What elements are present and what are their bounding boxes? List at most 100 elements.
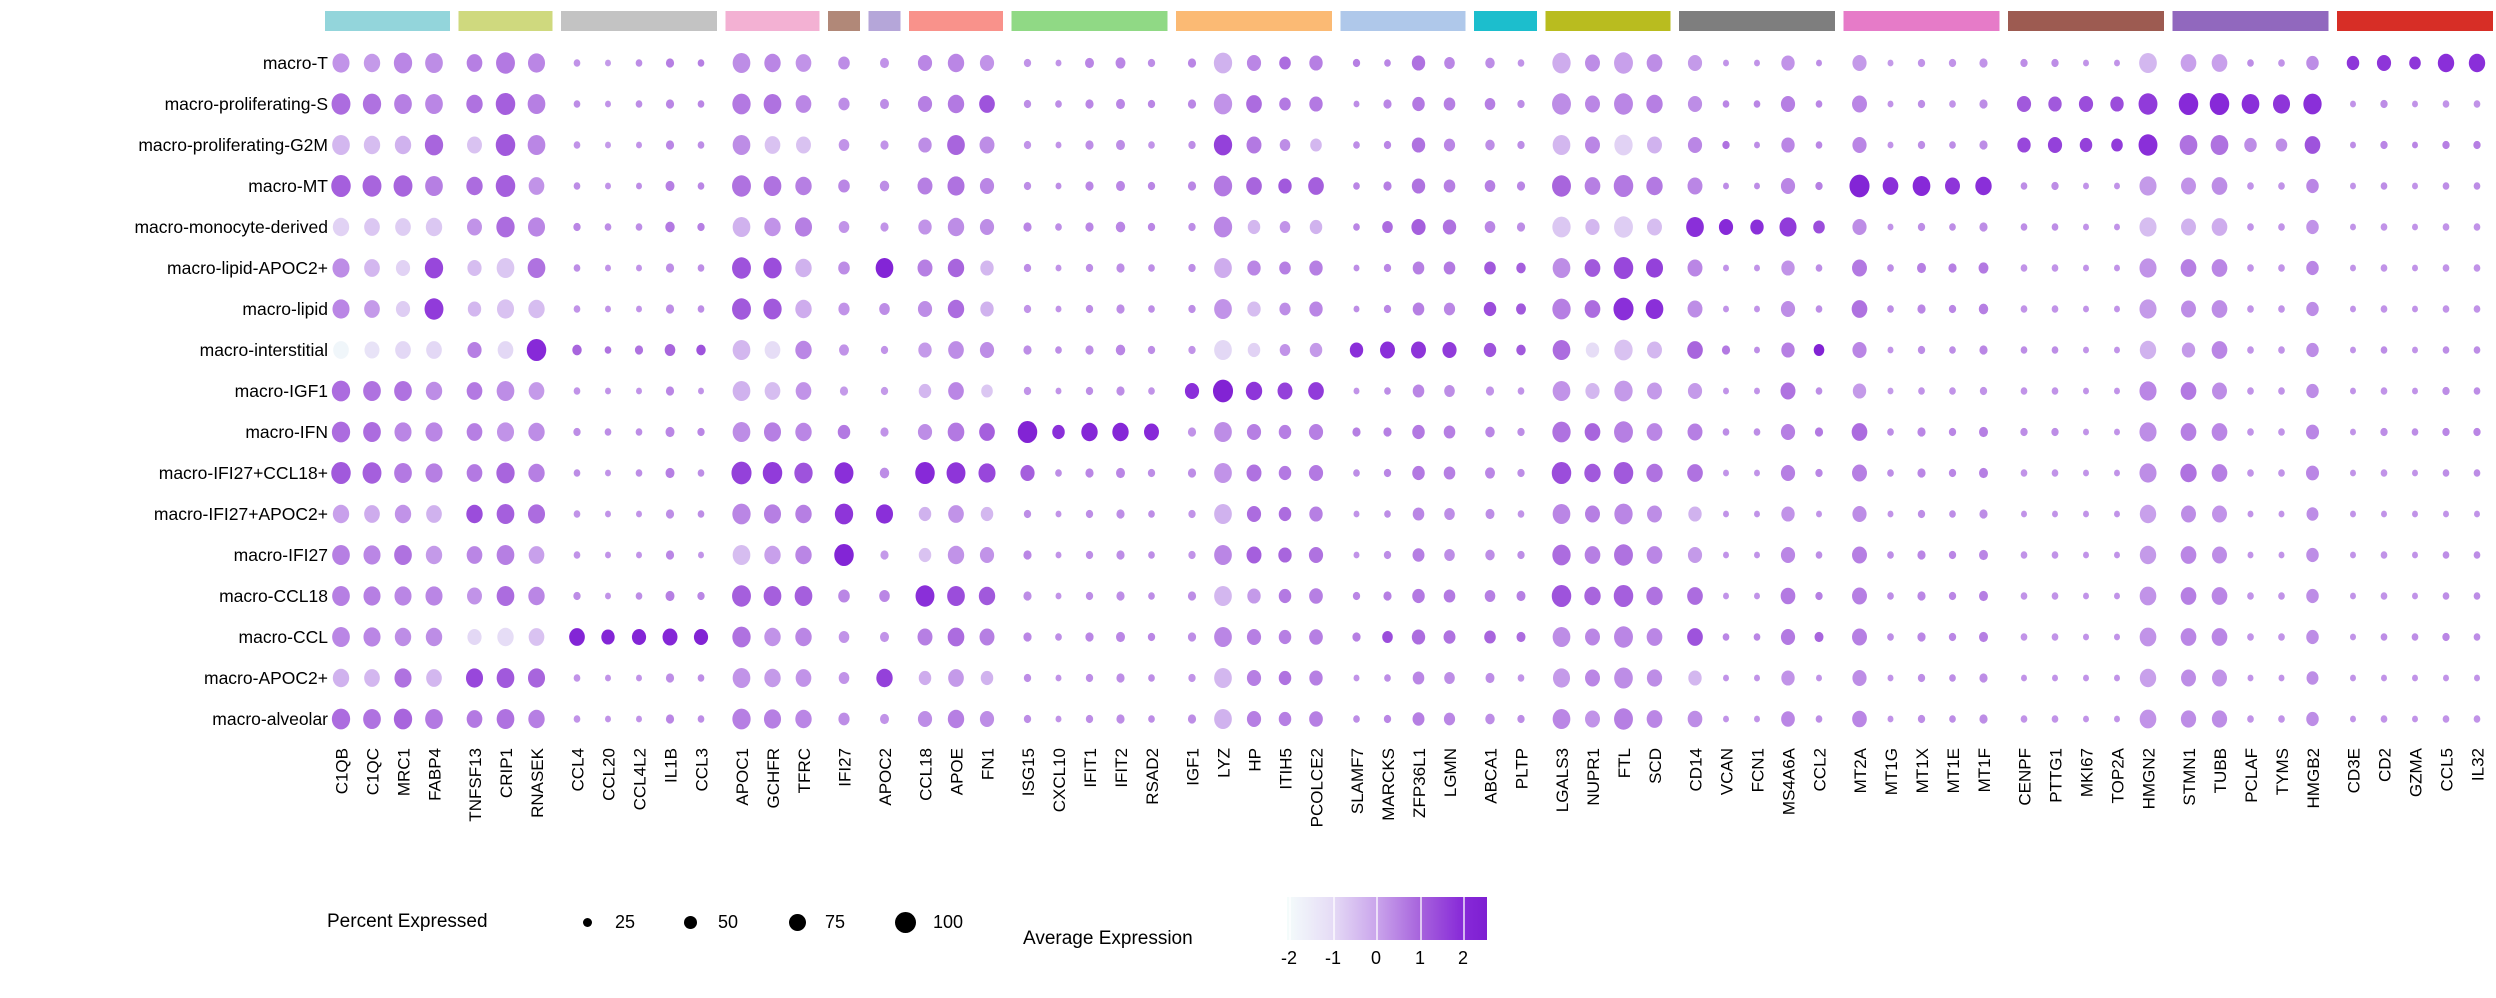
expression-dot bbox=[1646, 176, 1663, 196]
expression-dot bbox=[665, 386, 675, 396]
expression-dot bbox=[795, 299, 812, 319]
expression-dot bbox=[1781, 342, 1795, 358]
expression-dot bbox=[1485, 508, 1495, 520]
expression-dot bbox=[572, 344, 582, 356]
expression-dot bbox=[425, 175, 443, 197]
expression-dot bbox=[2468, 53, 2486, 73]
expression-dot bbox=[2350, 674, 2356, 682]
expression-dot bbox=[1055, 264, 1062, 272]
expression-dot bbox=[1085, 632, 1094, 642]
expression-dot bbox=[697, 305, 705, 313]
expression-dot bbox=[1887, 59, 1894, 67]
expression-dot bbox=[467, 218, 482, 236]
expression-dot bbox=[918, 137, 932, 153]
expression-dot bbox=[1085, 673, 1094, 683]
expression-dot bbox=[1383, 591, 1392, 601]
expression-dot bbox=[917, 423, 933, 441]
expression-dot bbox=[1353, 305, 1360, 313]
expression-dot bbox=[1085, 181, 1094, 191]
expression-dot bbox=[364, 505, 380, 523]
expression-dot bbox=[1187, 181, 1197, 191]
expression-dot bbox=[980, 506, 994, 522]
expression-dot bbox=[1723, 551, 1729, 559]
expression-dot bbox=[979, 710, 995, 728]
expression-dot bbox=[1585, 95, 1600, 113]
expression-dot bbox=[795, 422, 812, 442]
expression-dot bbox=[1780, 587, 1796, 605]
expression-dot bbox=[1382, 631, 1393, 643]
expression-dot bbox=[605, 305, 611, 313]
expression-dot bbox=[947, 585, 965, 607]
expression-dot bbox=[1887, 346, 1894, 354]
expression-dot bbox=[1781, 260, 1795, 276]
expression-dot bbox=[1687, 259, 1703, 277]
expression-dot bbox=[1213, 175, 1233, 197]
expression-dot bbox=[2016, 95, 2032, 113]
expression-dot bbox=[2211, 628, 2228, 646]
expression-dot bbox=[1780, 464, 1796, 482]
expression-dot bbox=[1055, 715, 1062, 723]
expression-dot bbox=[1949, 141, 1956, 149]
expression-dot bbox=[2180, 463, 2197, 483]
expression-dot bbox=[1781, 137, 1795, 153]
percent-expressed-title: Percent Expressed bbox=[327, 911, 488, 932]
expression-dot bbox=[2051, 223, 2059, 231]
expression-dot bbox=[394, 668, 412, 688]
average-expression-colorbar bbox=[1287, 897, 1487, 940]
expression-dot bbox=[980, 260, 994, 276]
expression-dot bbox=[2473, 427, 2481, 437]
expression-dot bbox=[1484, 221, 1496, 233]
expression-dot bbox=[2306, 219, 2319, 235]
expression-dot bbox=[2179, 134, 2198, 156]
expression-dot bbox=[2083, 305, 2089, 313]
expression-dot bbox=[1444, 385, 1455, 397]
expression-dot bbox=[1278, 506, 1292, 522]
expression-dot bbox=[1585, 669, 1600, 687]
expression-dot bbox=[947, 627, 965, 647]
expression-dot bbox=[1852, 136, 1867, 154]
expression-dot bbox=[1353, 551, 1360, 559]
expression-dot bbox=[1552, 175, 1571, 197]
expression-dot bbox=[1585, 54, 1600, 72]
expression-dot bbox=[979, 136, 995, 154]
expression-dot bbox=[1188, 550, 1196, 560]
gene-group-bar bbox=[828, 11, 860, 31]
expression-dot bbox=[2114, 223, 2120, 231]
expression-dot bbox=[2020, 223, 2028, 231]
expression-dot bbox=[1383, 427, 1392, 437]
expression-dot bbox=[2244, 137, 2257, 153]
expression-dot bbox=[2474, 674, 2480, 682]
expression-dot bbox=[426, 505, 442, 523]
expression-dot bbox=[1352, 591, 1361, 601]
expression-dot bbox=[1517, 387, 1525, 395]
expression-dot bbox=[1723, 182, 1729, 190]
expression-dot bbox=[948, 382, 964, 400]
expression-dot bbox=[331, 380, 351, 402]
expression-dot bbox=[634, 345, 644, 355]
expression-dot bbox=[1352, 632, 1361, 642]
expression-dot bbox=[795, 669, 812, 687]
expression-dot bbox=[2306, 547, 2319, 563]
gene-label: STMN1 bbox=[2180, 748, 2199, 806]
expression-dot bbox=[605, 551, 611, 559]
expression-dot bbox=[2473, 100, 2481, 108]
expression-dot bbox=[1584, 259, 1601, 277]
gene-label: RNASEK bbox=[528, 747, 547, 818]
expression-dot bbox=[467, 136, 482, 154]
expression-dot bbox=[605, 100, 611, 108]
gene-label: FTL bbox=[1615, 748, 1634, 778]
expression-dot bbox=[1148, 715, 1155, 723]
expression-dot bbox=[364, 669, 380, 687]
expression-dot bbox=[665, 673, 675, 683]
gene-label: MRC1 bbox=[395, 748, 414, 796]
expression-dot bbox=[2411, 633, 2419, 641]
expression-dot bbox=[696, 344, 706, 356]
expression-dot bbox=[795, 382, 812, 400]
expression-dot bbox=[1613, 174, 1634, 198]
expression-dot bbox=[1023, 345, 1032, 355]
expression-dot bbox=[1188, 140, 1196, 150]
expression-dot bbox=[1516, 181, 1526, 191]
expression-dot bbox=[2139, 709, 2157, 729]
expression-dot bbox=[364, 341, 380, 359]
expression-dot bbox=[1613, 461, 1634, 485]
